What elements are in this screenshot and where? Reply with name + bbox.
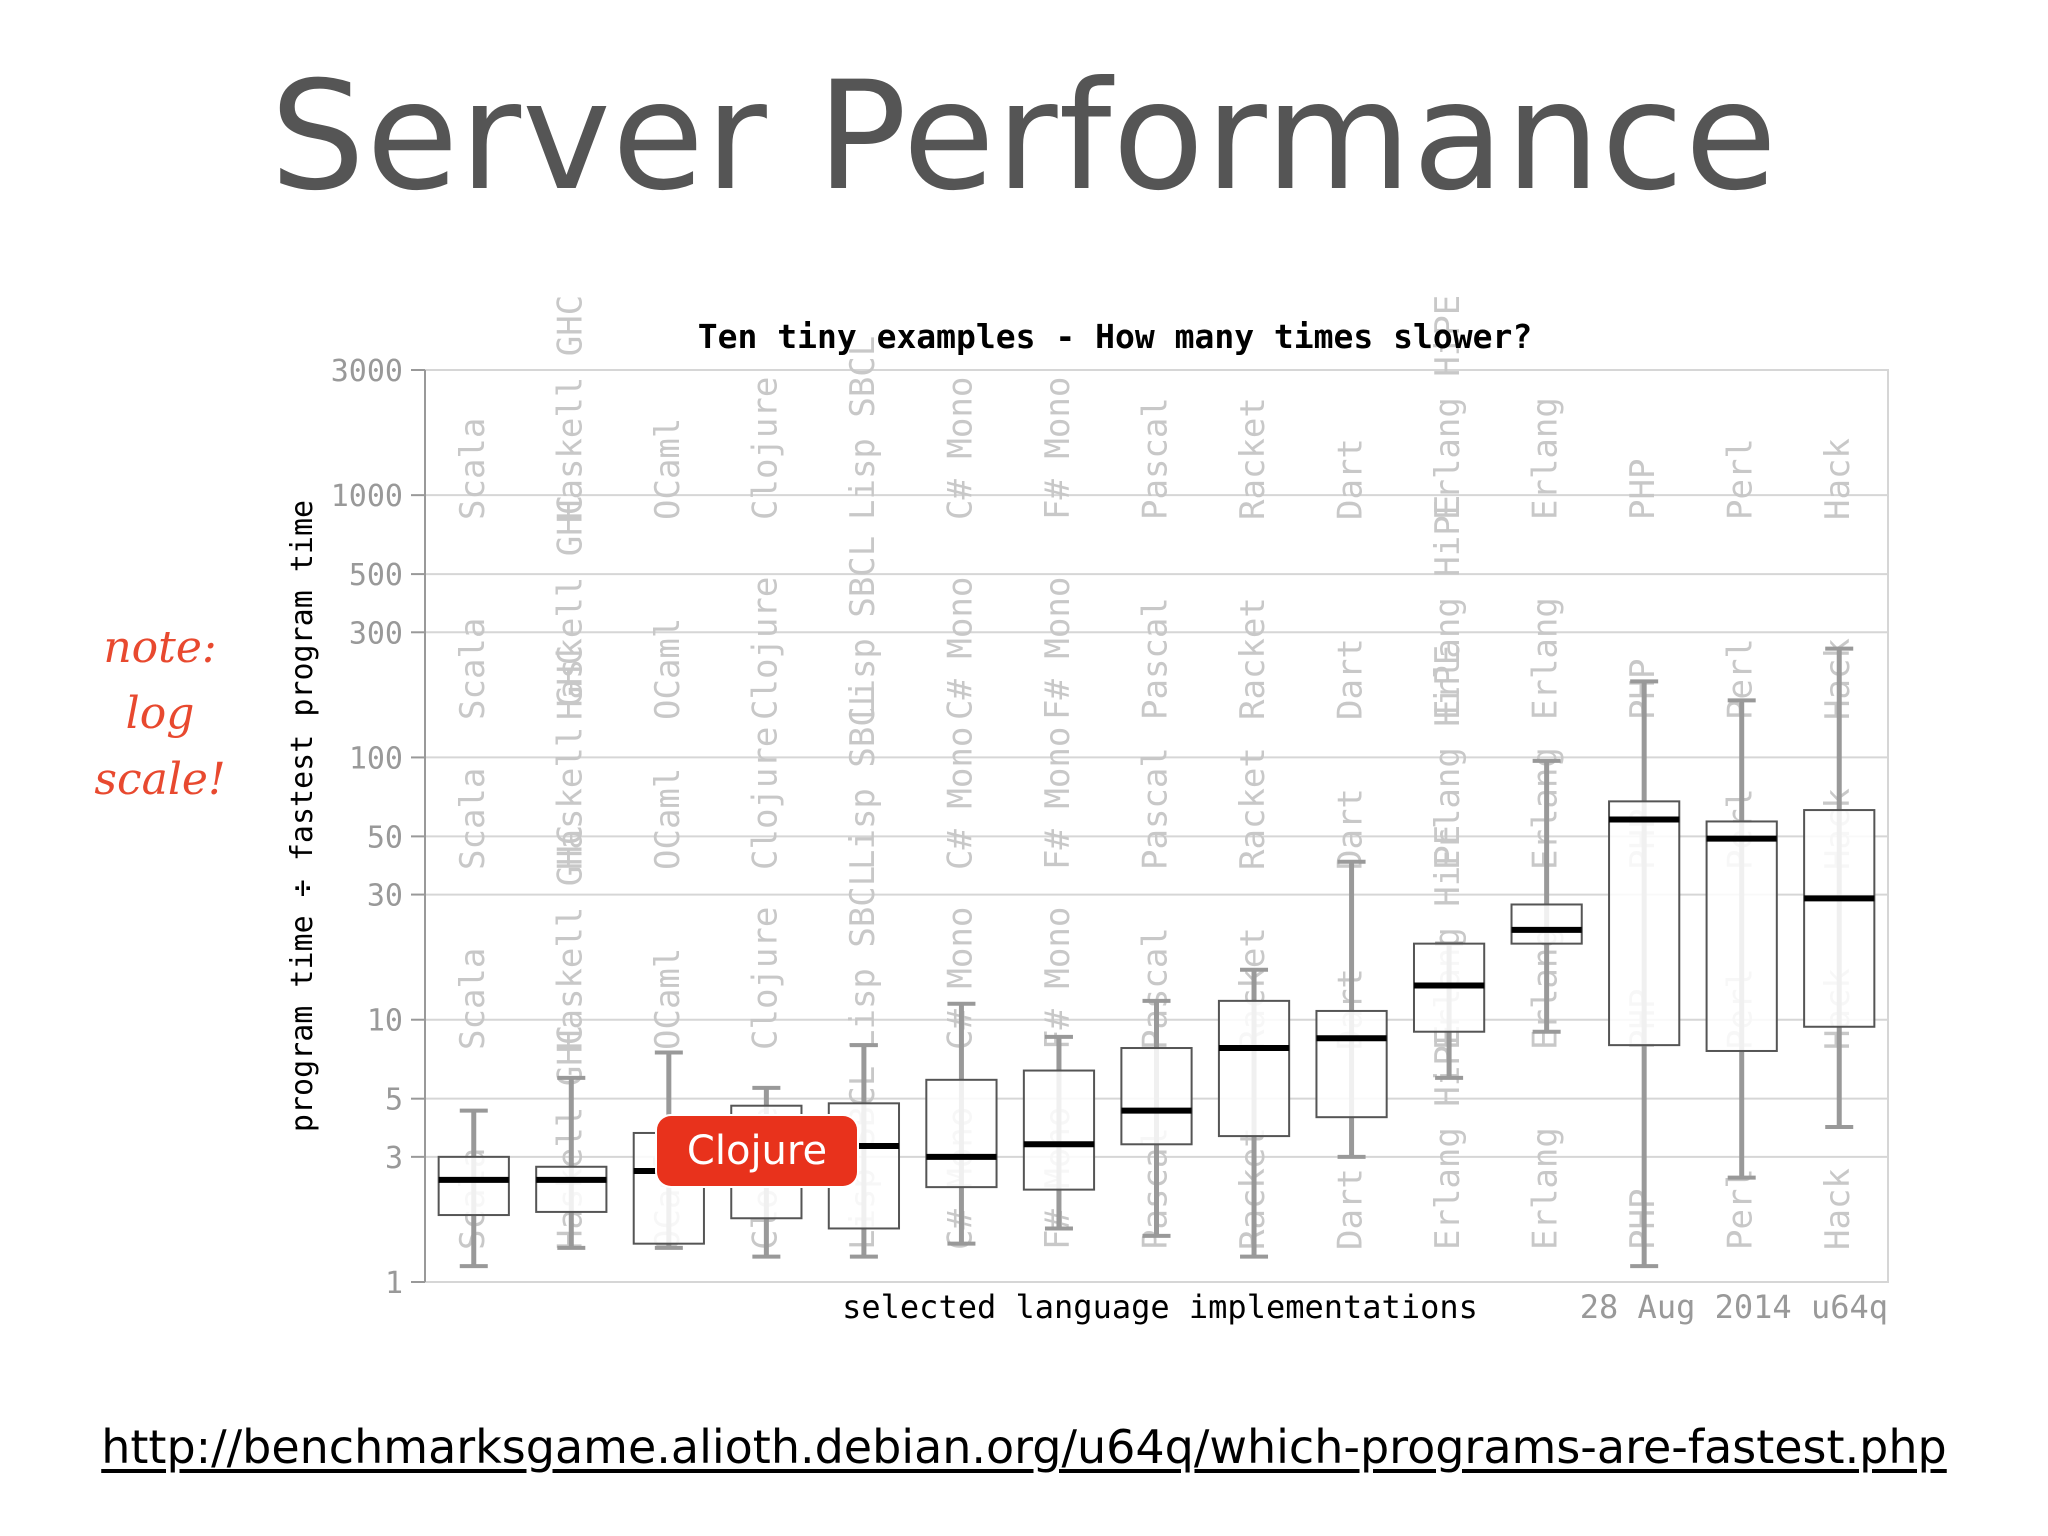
chart-title: Ten tiny examples - How many times slowe… [698, 317, 1532, 356]
box [925, 1078, 998, 1189]
x-axis-label: selected language implementations [842, 1288, 1478, 1326]
box [437, 1155, 510, 1217]
log-scale-note: note: log scale! [60, 615, 260, 813]
box [1803, 809, 1876, 1028]
series-watermark-label: Erlang HiPE [1428, 495, 1468, 720]
series-watermark-label: Dart [1331, 638, 1371, 720]
series-watermark-label: Lisp SBCL [843, 336, 883, 520]
series-watermark-label: Clojure [745, 727, 785, 870]
series-watermark-label: F# Mono [1038, 727, 1078, 870]
chart-date-stamp: 28 Aug 2014 u64q [1580, 1288, 1888, 1326]
y-tick-label: 300 [349, 616, 403, 651]
axis-layer: 1 3 5 10 30 50 100 300 500 1000 3000 [331, 354, 426, 1301]
box [1705, 820, 1778, 1052]
series-watermark-label: Dart [1331, 438, 1371, 520]
series-watermark-label: Perl [1721, 438, 1761, 520]
clojure-callout: Clojure [657, 1116, 857, 1186]
source-link[interactable]: http://benchmarksgame.alioth.debian.org/… [101, 1420, 1947, 1474]
y-tick-label: 50 [367, 820, 403, 855]
series-watermark-label: Scala [453, 948, 493, 1050]
series-watermark-label: Hack [1818, 1168, 1858, 1250]
series-watermark-label: Racket [1233, 397, 1273, 520]
series-watermark-label: Clojure [745, 577, 785, 720]
box [1022, 1069, 1096, 1191]
note-line: note: [103, 622, 217, 673]
series-watermark-label: Clojure [745, 377, 785, 520]
y-tick-label: 500 [349, 558, 403, 593]
series-watermark-label: Racket [1233, 747, 1273, 870]
series-watermark-label: Dart [1331, 788, 1371, 870]
series-watermark-label: Racket [1233, 597, 1273, 720]
series-watermark-label: F# Mono [1038, 377, 1078, 520]
series-watermark-label: Erlang [1526, 1127, 1566, 1250]
series-watermark-label: Scala [453, 618, 493, 720]
y-tick-label: 1000 [331, 479, 403, 514]
series-watermark-label: Hack [1818, 438, 1858, 520]
series-watermark-label: Lisp SBCL [843, 686, 883, 870]
y-tick-label: 3 [385, 1141, 403, 1176]
series-watermark-label: Haskell GHC [550, 825, 590, 1050]
series-watermark-label: OCaml [648, 948, 688, 1050]
y-tick-label: 10 [367, 1004, 403, 1039]
slide-title: Server Performance [269, 50, 1779, 224]
series-watermark-label: OCaml [648, 618, 688, 720]
series-watermark-label: Lisp SBCL [843, 866, 883, 1050]
series-watermark-label: Dart [1331, 1168, 1371, 1250]
series-watermark-label: F# Mono [1038, 907, 1078, 1050]
box [1120, 1047, 1193, 1146]
y-tick-label: 100 [349, 741, 403, 776]
series-watermark-label: C# Mono [940, 377, 980, 520]
series-watermark-label: OCaml [648, 768, 688, 870]
series-watermark-label: Lisp SBCL [843, 536, 883, 720]
series-watermark-label: C# Mono [940, 577, 980, 720]
series-watermark-label: Erlang [1526, 397, 1566, 520]
box [1315, 1009, 1388, 1119]
box [1510, 903, 1583, 945]
box [1217, 999, 1291, 1138]
series-watermark-label: Haskell GHC [550, 295, 590, 520]
series-watermark-label: OCaml [648, 418, 688, 520]
y-axis-label: program time ÷ fastest program time [285, 500, 320, 1132]
series-watermark-label: Pascal [1136, 747, 1176, 870]
y-tick-label: 30 [367, 879, 403, 914]
box [1608, 800, 1681, 1047]
series-watermark-label: Haskell GHC [550, 495, 590, 720]
series-watermark-label: Scala [453, 418, 493, 520]
series-watermark-label: PHP [1623, 459, 1663, 520]
series-watermark-label: Erlang HiPE [1428, 645, 1468, 870]
box [535, 1165, 608, 1213]
series-watermark-label: Haskell GHC [550, 645, 590, 870]
series-watermark-label: F# Mono [1038, 577, 1078, 720]
series-watermark-label: Clojure [745, 907, 785, 1050]
note-line: scale! [94, 754, 226, 805]
series-watermark-label: Erlang HiPE [1428, 295, 1468, 520]
series-watermark-label: Perl [1721, 1168, 1761, 1250]
series-watermark-label: Pascal [1136, 397, 1176, 520]
y-tick-label: 1 [385, 1266, 403, 1301]
series-watermark-label: Pascal [1136, 597, 1176, 720]
y-tick-label: 3000 [331, 354, 403, 389]
series-watermark-label: Scala [453, 768, 493, 870]
series-watermark-label: C# Mono [940, 727, 980, 870]
watermark-layer: ScalaScalaScalaScalaScalaHaskell GHCHask… [453, 295, 1858, 1250]
series-watermark-label: Erlang [1526, 597, 1566, 720]
note-line: log [125, 688, 195, 739]
y-tick-label: 5 [385, 1083, 403, 1118]
